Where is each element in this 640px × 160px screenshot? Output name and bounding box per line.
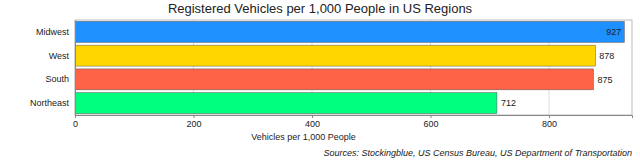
y-tick-label: Midwest <box>36 27 70 37</box>
data-label: 878 <box>599 51 614 61</box>
y-tick-label: West <box>49 51 70 61</box>
plot-frame <box>75 20 632 115</box>
y-tick: West <box>49 51 75 61</box>
data-label: 712 <box>501 98 516 108</box>
bar <box>75 93 497 114</box>
x-tick-label: 200 <box>186 119 201 129</box>
data-label: 875 <box>597 75 612 85</box>
y-tick: Northeast <box>30 98 75 108</box>
x-tick-mark <box>194 115 195 118</box>
bar <box>75 45 595 66</box>
y-axis: Midwest West South Northeast <box>30 21 76 116</box>
x-tick-label: 800 <box>542 119 557 129</box>
y-tick-label: South <box>45 74 69 84</box>
y-axis-line <box>75 21 76 116</box>
title: Registered Vehicles per 1,000 People in … <box>168 1 473 16</box>
x-axis-title: Vehicles per 1,000 People <box>251 132 356 142</box>
source-note: Sources: Stockingblue, US Census Bureau,… <box>324 148 633 158</box>
x-tick-label: 400 <box>305 119 320 129</box>
x-tick: 600 <box>424 115 439 129</box>
bar <box>75 69 593 90</box>
x-tick: 400 <box>305 115 320 129</box>
x-tick-label: 0 <box>73 119 78 129</box>
y-tick: South <box>45 74 75 84</box>
x-axis: 0 200 400 600 800 <box>73 115 633 129</box>
y-tick-label: Northeast <box>30 98 70 108</box>
x-tick-mark <box>549 115 550 118</box>
x-tick-label: 600 <box>424 119 439 129</box>
data-labels: 927 878 875 712 <box>501 27 621 108</box>
x-tick-mark <box>312 115 313 118</box>
bars <box>75 21 624 113</box>
bar <box>75 21 624 42</box>
x-tick-mark <box>431 115 432 118</box>
x-tick: 200 <box>186 115 201 129</box>
data-label: 927 <box>606 27 621 37</box>
chart: Registered Vehicles per 1,000 People in … <box>0 0 640 160</box>
x-tick: 800 <box>542 115 557 129</box>
plot: 927 878 875 712 0 200 400 600 800 Midwest West Sout… <box>30 20 633 129</box>
x-tick: 0 <box>73 115 78 129</box>
y-tick: Midwest <box>36 27 75 37</box>
x-axis-line <box>76 116 633 119</box>
